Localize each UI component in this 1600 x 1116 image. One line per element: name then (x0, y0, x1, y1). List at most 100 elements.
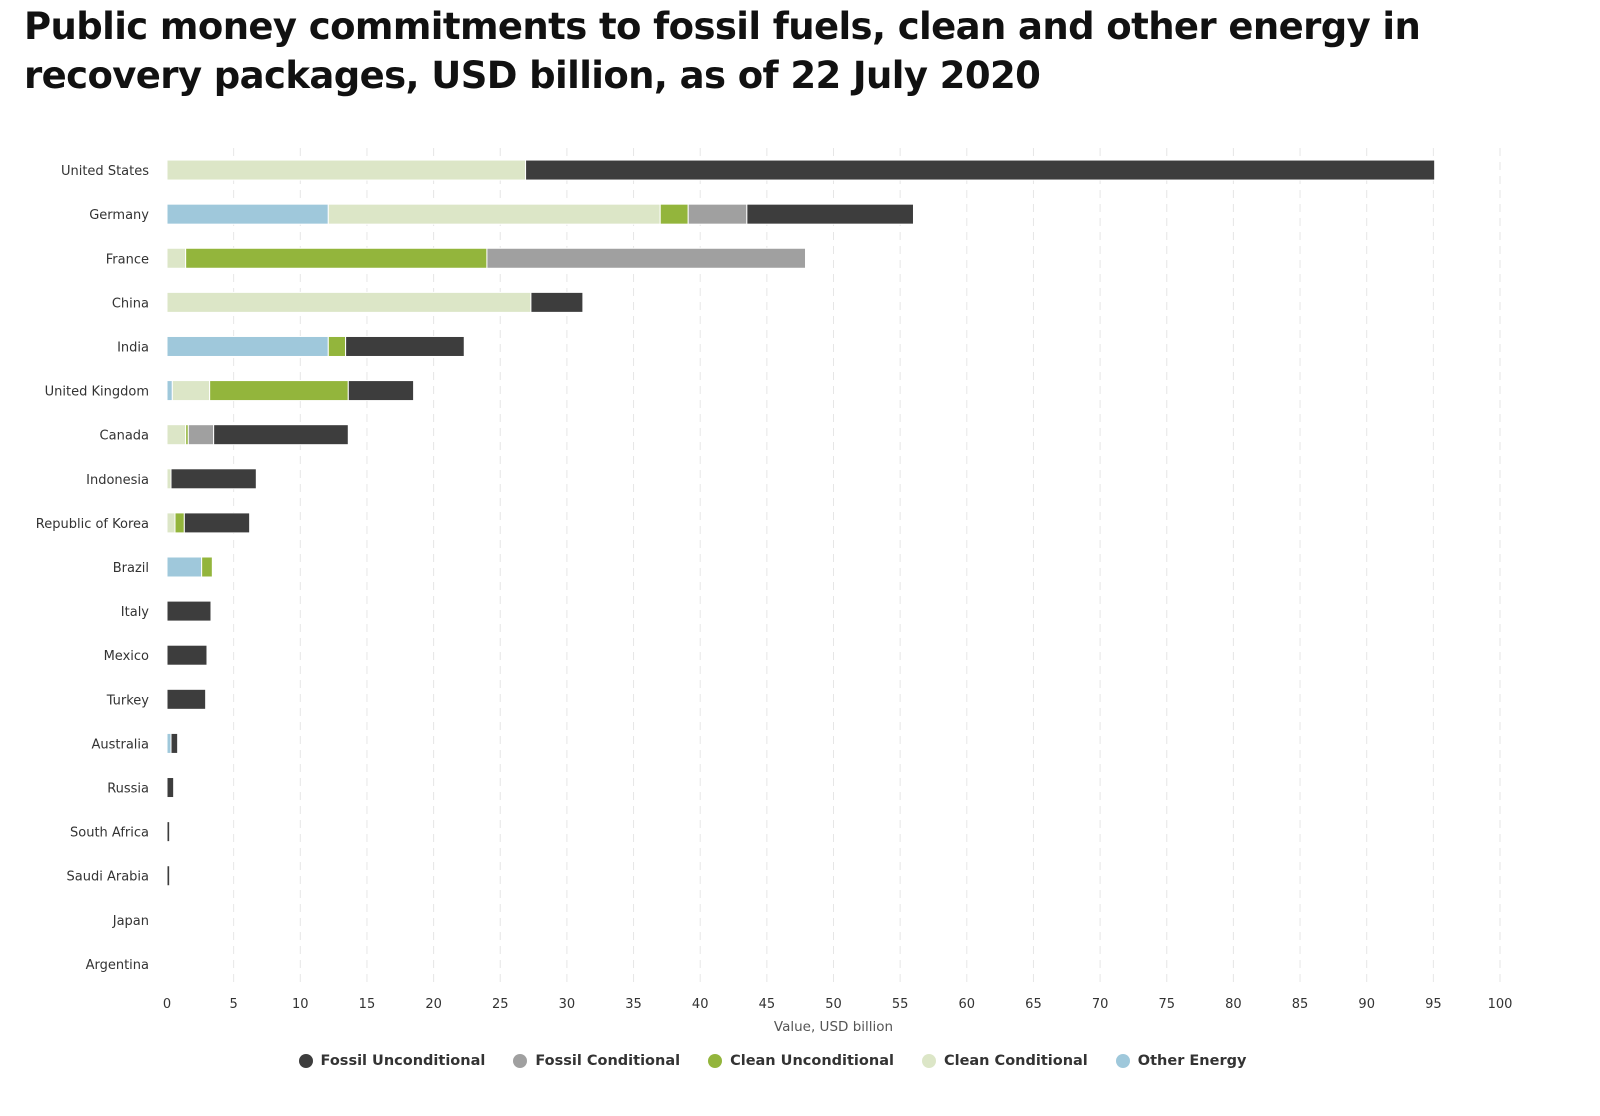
legend-label: Other Energy (1137, 1053, 1247, 1069)
x-tick-label: 35 (625, 997, 642, 1012)
bar-chart: United States Germany France China India Unit… (36, 148, 1513, 1035)
x-tick-label: 60 (959, 997, 976, 1012)
grid-lines (233, 148, 1501, 986)
bar-segment (347, 380, 415, 402)
bar-segment (166, 821, 171, 843)
legend: Fossil Unconditional Fossil Conditional Cl… (0, 1053, 1545, 1069)
x-tick-label: 75 (1158, 997, 1175, 1012)
x-tick-label: 50 (825, 997, 842, 1012)
x-tick-label: 0 (163, 997, 171, 1012)
category-label: Japan (112, 914, 149, 929)
category-label: United States (61, 164, 149, 179)
x-tick-label: 30 (559, 997, 576, 1012)
legend-item[interactable]: Fossil Unconditional (298, 1053, 486, 1069)
bar-segment (166, 600, 212, 622)
x-tick-label: 5 (230, 997, 238, 1012)
bar-segment (170, 468, 257, 490)
legend-swatch (513, 1054, 528, 1068)
x-tick-label: 80 (1225, 997, 1242, 1012)
x-tick-label: 10 (292, 997, 309, 1012)
category-label: China (112, 296, 149, 311)
legend-label: Fossil Conditional (535, 1053, 681, 1069)
legend-swatch (921, 1054, 936, 1068)
legend-label: Fossil Unconditional (320, 1053, 486, 1069)
x-tick-label: 65 (1025, 997, 1042, 1012)
bar-segment (166, 512, 176, 534)
bar-segment (327, 335, 347, 357)
category-label: France (106, 252, 149, 267)
bar-segment (166, 556, 203, 578)
legend-item[interactable]: Clean Unconditional (708, 1053, 894, 1069)
x-tick-labels: 0 5 10 15 20 25 30 35 40 45 50 55 60 65 70 75 80 85 90 95 10… (163, 997, 1513, 1012)
x-tick-label: 45 (759, 997, 776, 1012)
category-label: Italy (121, 605, 150, 620)
bar-segment (687, 203, 748, 225)
bar-segment (187, 424, 215, 446)
x-tick-label: 90 (1358, 997, 1375, 1012)
x-tick-label: 95 (1425, 997, 1442, 1012)
category-label: Brazil (113, 561, 149, 576)
bar-segment (170, 732, 179, 754)
category-label: Germany (89, 208, 149, 223)
bar-segment (166, 424, 187, 446)
category-label: Australia (91, 737, 149, 752)
category-label: United Kingdom (45, 385, 149, 400)
category-label: Canada (100, 429, 149, 444)
bar-segment (174, 512, 185, 534)
legend-label: Clean Conditional (943, 1053, 1088, 1069)
bar-segment (201, 556, 213, 578)
bar-segment (166, 291, 532, 313)
bar-segment (659, 203, 689, 225)
bar-segment (166, 335, 329, 357)
bar-segment (486, 247, 807, 269)
x-tick-label: 85 (1292, 997, 1309, 1012)
category-label: Turkey (106, 693, 150, 708)
bar-segment (166, 732, 172, 754)
x-tick-label: 70 (1092, 997, 1109, 1012)
bar-segment (213, 424, 349, 446)
category-label: Russia (107, 782, 149, 797)
category-label: Republic of Korea (36, 517, 149, 532)
bar-segment (166, 159, 527, 181)
chart-title: Public money commitments to fossil fuels… (24, 5, 1421, 97)
bar-segment (166, 777, 175, 799)
bar-segment (525, 159, 1436, 181)
category-label: South Africa (70, 826, 149, 841)
legend-swatch (298, 1054, 313, 1068)
legend-item[interactable]: Fossil Conditional (513, 1053, 680, 1069)
category-label: Argentina (86, 958, 149, 973)
bars (166, 159, 1436, 887)
x-tick-label: 40 (692, 997, 709, 1012)
bar-segment (166, 380, 173, 402)
bar-segment (166, 688, 207, 710)
bar-segment (746, 203, 914, 225)
legend-item[interactable]: Clean Conditional (921, 1053, 1088, 1069)
category-label: Mexico (104, 649, 149, 664)
legend-item[interactable]: Other Energy (1115, 1053, 1247, 1069)
legend-swatch (708, 1054, 723, 1068)
category-label: Indonesia (86, 473, 149, 488)
bar-segment (166, 865, 171, 887)
bar-segment (166, 203, 329, 225)
x-tick-label: 25 (492, 997, 509, 1012)
x-tick-label: 55 (892, 997, 909, 1012)
bar-segment (185, 247, 488, 269)
bar-segment (327, 203, 661, 225)
legend-label: Clean Unconditional (730, 1053, 894, 1069)
x-tick-label: 100 (1488, 997, 1513, 1012)
bar-segment (166, 644, 208, 666)
bar-segment (166, 468, 172, 490)
category-label: India (117, 340, 149, 355)
bar-segment (183, 512, 251, 534)
bar-segment (345, 335, 465, 357)
bar-segment (166, 247, 187, 269)
bar-segment (209, 380, 349, 402)
x-axis-title: Value, USD billion (774, 1019, 893, 1035)
x-tick-label: 20 (425, 997, 442, 1012)
x-tick-label: 15 (359, 997, 376, 1012)
bar-segment (171, 380, 211, 402)
category-label: Saudi Arabia (67, 870, 150, 885)
legend-swatch (1115, 1054, 1130, 1068)
bar-segment (530, 291, 584, 313)
category-labels: United States Germany France China India Unit… (36, 164, 150, 973)
